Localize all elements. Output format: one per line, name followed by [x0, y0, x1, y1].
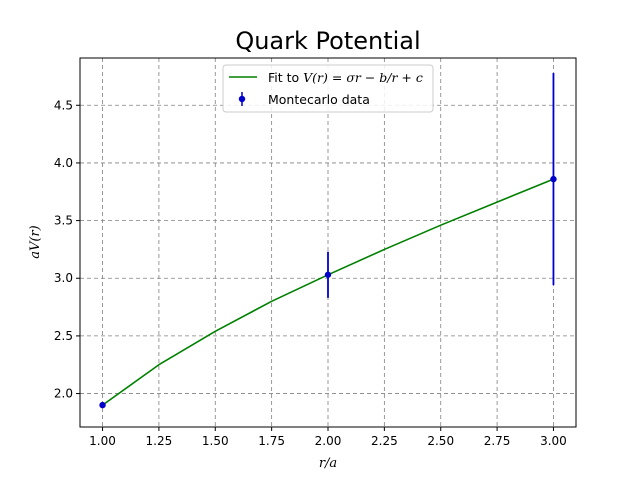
x-tick-label: 2.25: [371, 434, 398, 448]
y-tick-label: 3.5: [54, 214, 73, 228]
y-axis-label: aV(r): [28, 225, 43, 259]
y-tick-label: 4.5: [54, 98, 73, 112]
data-points-layer: [99, 72, 557, 409]
legend-fit-label: Fit to V(r) = σr − b/r + c: [268, 70, 423, 85]
x-tick-label: 1.00: [89, 434, 116, 448]
x-axis-label: r/a: [319, 456, 337, 471]
x-tick-label: 1.50: [202, 434, 229, 448]
data-point-marker: [324, 271, 332, 278]
legend-data-marker: [238, 95, 246, 103]
data-point-marker: [99, 401, 106, 409]
x-tick-label: 1.75: [258, 434, 285, 448]
x-tick-label: 2.00: [315, 434, 342, 448]
x-tick-label: 2.50: [427, 434, 454, 448]
y-tick-label: 4.0: [54, 156, 73, 170]
y-tick-label: 2.5: [54, 329, 73, 343]
legend-data-label: Montecarlo data: [268, 92, 370, 107]
legend-fit-prefix: Fit to: [268, 70, 303, 85]
legend-box: [222, 64, 434, 113]
y-axis-ticks: 2.0 2.5 3.0 3.5 4.0 4.5: [54, 98, 80, 401]
x-tick-label: 1.25: [146, 434, 173, 448]
legend-fit-formula: V(r) = σr − b/r + c: [303, 70, 423, 85]
grid-lines: [80, 58, 576, 427]
legend: Fit to V(r) = σr − b/r + c Montecarlo da…: [222, 64, 434, 113]
chart-title: Quark Potential: [235, 27, 420, 55]
x-axis-ticks: 1.00 1.25 1.50 1.75 2.00 2.25 2.50 2.75 3.00: [89, 427, 567, 448]
y-tick-label: 3.0: [54, 271, 73, 285]
y-tick-label: 2.0: [54, 387, 73, 401]
x-tick-label: 2.75: [484, 434, 511, 448]
x-tick-label: 3.00: [540, 434, 567, 448]
data-point-marker: [550, 175, 557, 183]
